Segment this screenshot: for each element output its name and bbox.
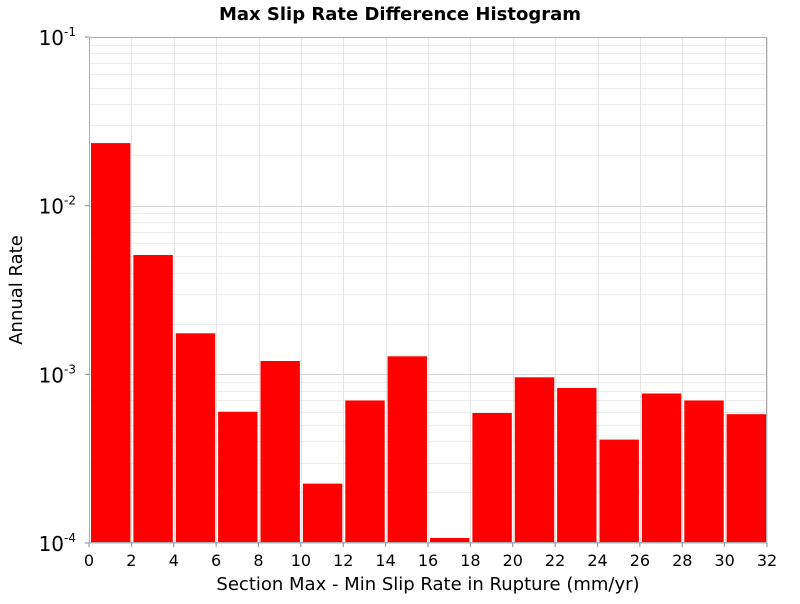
y-tick-label: 10-2 <box>39 194 76 219</box>
histogram-bar <box>302 483 343 543</box>
x-axis-ticks: 0 2 4 6 8 10 12 14 16 18 20 22 24 26 28 30 32 <box>84 543 777 570</box>
histogram-bar <box>430 538 470 543</box>
x-tick-label: 24 <box>587 551 607 570</box>
histogram-bars <box>91 143 766 543</box>
x-tick-label: 2 <box>126 551 136 570</box>
histogram-bar <box>472 413 512 543</box>
histogram-bar <box>387 356 427 543</box>
histogram-bar <box>218 411 258 543</box>
x-tick-label: 32 <box>757 551 777 570</box>
histogram-bar <box>175 333 216 543</box>
histogram-bar <box>133 255 173 543</box>
x-tick-label: 0 <box>84 551 94 570</box>
histogram-bar <box>684 400 724 543</box>
x-tick-label: 16 <box>418 551 438 570</box>
y-tick-label: 10-4 <box>39 531 76 556</box>
histogram-bar <box>641 393 682 543</box>
x-tick-label: 30 <box>714 551 734 570</box>
y-tick-label: 10-1 <box>39 25 76 50</box>
histogram-bar <box>260 361 300 543</box>
chart-title: Max Slip Rate Difference Histogram <box>219 4 581 25</box>
x-tick-label: 28 <box>672 551 692 570</box>
y-axis-ticks: 10-4 10-3 10-2 10-1 <box>39 25 89 556</box>
y-axis-label: Annual Rate <box>6 235 27 345</box>
x-tick-label: 12 <box>333 551 353 570</box>
x-tick-label: 22 <box>545 551 565 570</box>
x-tick-label: 14 <box>375 551 395 570</box>
x-tick-label: 18 <box>460 551 480 570</box>
x-tick-label: 8 <box>253 551 263 570</box>
x-axis-label: Section Max - Min Slip Rate in Rupture (… <box>216 574 639 595</box>
x-tick-label: 26 <box>630 551 650 570</box>
y-tick-label: 10-3 <box>39 362 76 387</box>
x-tick-label: 4 <box>169 551 179 570</box>
histogram-bar <box>91 143 131 543</box>
x-tick-label: 20 <box>503 551 523 570</box>
histogram-bar <box>557 388 597 543</box>
histogram-bar <box>514 377 555 543</box>
histogram-bar <box>599 439 639 543</box>
x-tick-label: 10 <box>291 551 311 570</box>
histogram-bar <box>726 414 766 543</box>
x-tick-label: 6 <box>211 551 221 570</box>
histogram-bar <box>345 400 385 543</box>
plot-border <box>89 37 767 543</box>
